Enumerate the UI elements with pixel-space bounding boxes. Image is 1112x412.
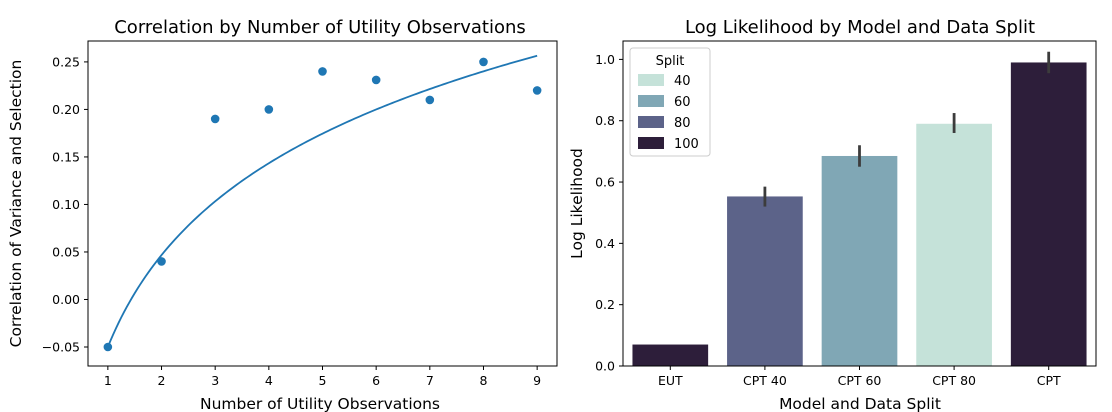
- y-tick-label: 0.0: [595, 359, 615, 374]
- x-axis-label: Number of Utility Observations: [200, 395, 440, 412]
- y-tick-label: 1.0: [595, 52, 615, 67]
- chart-title: Log Likelihood by Model and Data Split: [685, 17, 1035, 38]
- bar: [1010, 62, 1087, 366]
- legend-label: 60: [674, 95, 691, 110]
- y-tick-label: 0.6: [595, 175, 615, 190]
- y-tick-label: −0.05: [42, 339, 80, 354]
- x-tick-label: CPT 40: [743, 373, 787, 388]
- x-tick-label: 8: [480, 373, 488, 388]
- data-point: [318, 67, 327, 76]
- plot-frame: [87, 40, 558, 367]
- x-tick-label: CPT 80: [932, 373, 976, 388]
- x-tick-label: 6: [372, 373, 380, 388]
- x-tick-label: CPT: [1037, 373, 1061, 388]
- log-likelihood-chart: Log Likelihood by Model and Data Split 0…: [568, 17, 1097, 412]
- data-point: [425, 95, 435, 105]
- x-tick-label: 4: [265, 373, 273, 388]
- x-tick-label: 1: [104, 373, 112, 388]
- data-point: [479, 57, 488, 67]
- x-tick-label: EUT: [658, 373, 683, 388]
- legend: Split 40 60 80 100: [629, 47, 711, 157]
- x-tick-label: CPT 60: [838, 373, 882, 388]
- y-tick-label: 0.25: [52, 54, 80, 69]
- y-axis-label: Correlation of Variance and Selection: [7, 60, 25, 348]
- legend-swatch: [638, 137, 664, 149]
- y-tick-label: 0.00: [52, 292, 80, 307]
- legend-label: 40: [674, 74, 691, 89]
- x-tick-label: 3: [211, 373, 219, 388]
- data-point: [264, 105, 274, 114]
- x-axis-label: Model and Data Split: [779, 395, 941, 412]
- y-tick-label: 0.2: [595, 297, 615, 312]
- legend-swatch: [638, 74, 664, 86]
- x-tick-label: 7: [426, 373, 434, 388]
- y-tick-label: 0.4: [595, 236, 615, 251]
- x-tick-label: 5: [319, 373, 327, 388]
- bar: [916, 123, 992, 366]
- legend-swatch: [638, 116, 664, 128]
- data-point: [210, 114, 220, 124]
- x-tick-label: 9: [533, 373, 541, 388]
- y-tick-label: 0.15: [52, 149, 80, 164]
- fit-curve: [107, 54, 538, 348]
- legend-label: 80: [674, 116, 691, 131]
- data-point: [157, 257, 166, 266]
- y-tick-label: 0.10: [52, 197, 80, 212]
- legend-title: Split: [656, 54, 685, 69]
- y-tick-label: 0.05: [52, 244, 80, 259]
- data-point: [103, 342, 113, 352]
- bar: [632, 344, 709, 366]
- bar: [821, 155, 898, 366]
- legend-label: 100: [674, 137, 699, 152]
- bar: [727, 196, 803, 366]
- y-tick-label: 0.8: [595, 113, 615, 128]
- legend-swatch: [638, 95, 664, 107]
- data-point: [371, 75, 381, 85]
- y-tick-label: 0.20: [52, 102, 80, 117]
- chart-title: Correlation by Number of Utility Observa…: [114, 17, 526, 38]
- correlation-chart: Correlation by Number of Utility Observa…: [7, 17, 558, 412]
- data-point: [532, 86, 542, 95]
- x-tick-label: 2: [158, 373, 166, 388]
- plot-frame: [622, 40, 1097, 367]
- y-axis-label: Log Likelihood: [568, 148, 586, 259]
